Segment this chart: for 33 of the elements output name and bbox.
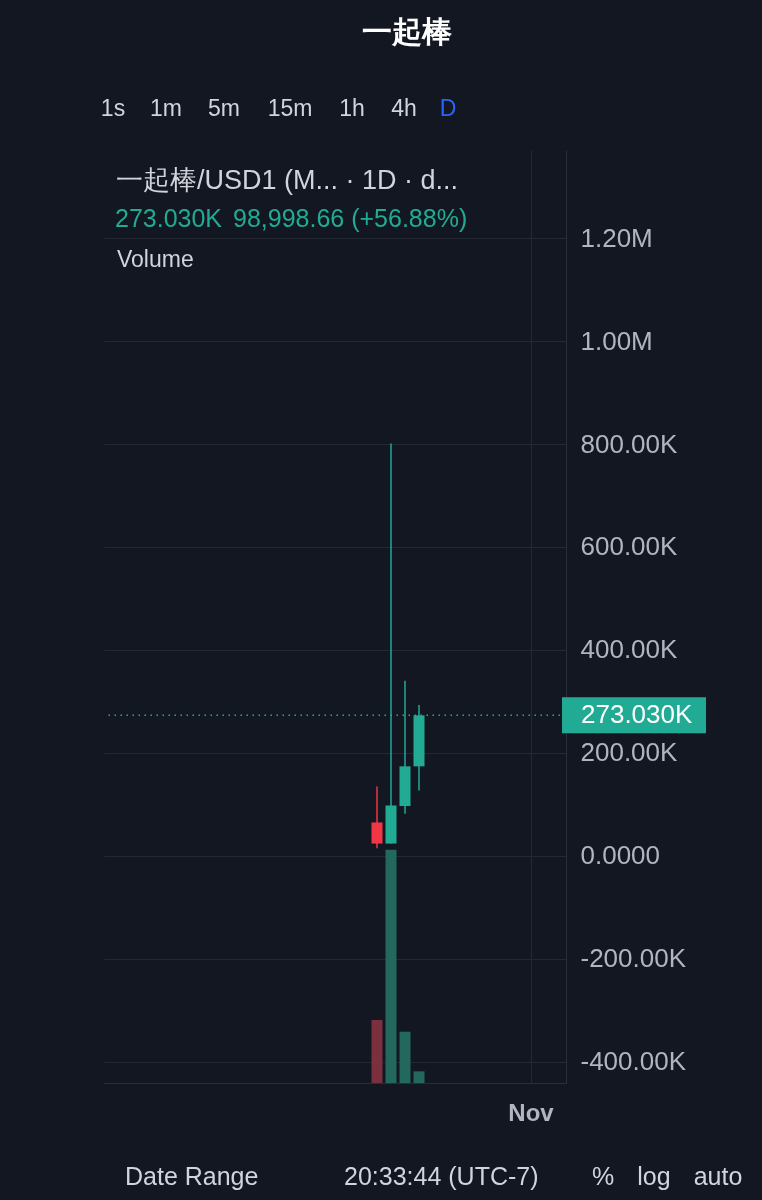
text: 1s bbox=[100, 95, 126, 121]
text: auto bbox=[693, 1162, 743, 1190]
ref-line-label: 273.030K bbox=[581, 699, 693, 730]
text: 4h bbox=[391, 95, 417, 121]
text: Date Range bbox=[125, 1162, 259, 1190]
annotation: 98,998.66 (+56.88%) bbox=[233, 204, 468, 232]
bar bbox=[385, 849, 397, 1083]
y-tick-label: 1.20M bbox=[580, 222, 653, 253]
text: 一起棒 bbox=[362, 15, 452, 48]
y-tick-label: -200.00K bbox=[580, 943, 687, 974]
y-tick-label: 400.00K bbox=[580, 634, 679, 665]
y-tick-label: 1.00M bbox=[580, 325, 653, 356]
x-tick-label: Nov bbox=[508, 1098, 555, 1126]
y-tick-label: 800.00K bbox=[580, 428, 679, 459]
candlestick bbox=[371, 785, 383, 849]
chart-title: Volume bbox=[117, 246, 194, 272]
text: 20:33:44 (UTC-7) bbox=[344, 1162, 539, 1190]
text: % bbox=[591, 1162, 615, 1190]
text: 5m bbox=[208, 95, 240, 121]
annotation: 273.030K bbox=[115, 204, 223, 232]
text: log bbox=[637, 1162, 671, 1190]
y-tick-label: 0.0000 bbox=[580, 840, 661, 871]
bar bbox=[399, 1031, 411, 1083]
text: D bbox=[439, 95, 457, 121]
text: 一起棒/USD1 (M... · 1D · d... bbox=[116, 165, 459, 195]
y-tick-label: -400.00K bbox=[580, 1046, 687, 1077]
text: 1h bbox=[339, 95, 365, 121]
text: 1m bbox=[150, 95, 182, 121]
y-tick-label: 200.00K bbox=[580, 737, 679, 768]
bar bbox=[371, 1020, 383, 1083]
bar bbox=[413, 1071, 425, 1083]
text: 15m bbox=[267, 95, 313, 121]
y-tick-label: 600.00K bbox=[580, 531, 679, 562]
